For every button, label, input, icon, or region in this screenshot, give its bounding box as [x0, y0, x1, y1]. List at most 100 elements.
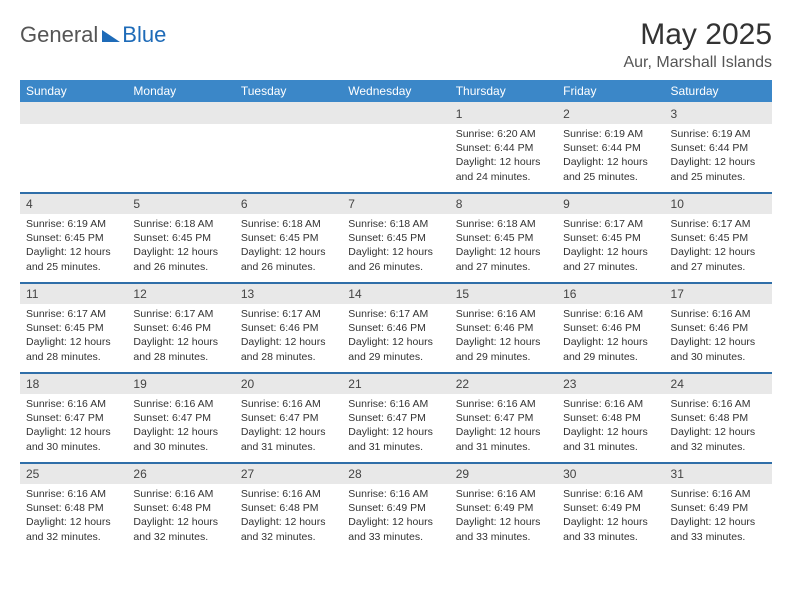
day-detail-line: Sunrise: 6:16 AM: [456, 307, 551, 321]
day-detail-line: Sunset: 6:48 PM: [133, 501, 228, 515]
day-detail-line: Sunrise: 6:16 AM: [671, 487, 766, 501]
day-detail-line: and 29 minutes.: [563, 350, 658, 364]
day-details: Sunrise: 6:16 AMSunset: 6:49 PMDaylight:…: [665, 484, 772, 548]
day-detail-line: Sunrise: 6:17 AM: [563, 217, 658, 231]
day-detail-line: Sunset: 6:49 PM: [456, 501, 551, 515]
day-detail-line: Sunrise: 6:16 AM: [671, 307, 766, 321]
day-detail-line: Sunset: 6:46 PM: [241, 321, 336, 335]
day-detail-line: Daylight: 12 hours: [26, 515, 121, 529]
day-detail-line: Sunset: 6:45 PM: [26, 321, 121, 335]
day-details: Sunrise: 6:19 AMSunset: 6:44 PMDaylight:…: [557, 124, 664, 188]
day-detail-line: Daylight: 12 hours: [133, 335, 228, 349]
day-number: 18: [20, 374, 127, 394]
day-details: Sunrise: 6:16 AMSunset: 6:49 PMDaylight:…: [450, 484, 557, 548]
day-details: Sunrise: 6:18 AMSunset: 6:45 PMDaylight:…: [450, 214, 557, 278]
day-details: Sunrise: 6:16 AMSunset: 6:46 PMDaylight:…: [557, 304, 664, 368]
calendar-day-cell: 11Sunrise: 6:17 AMSunset: 6:45 PMDayligh…: [20, 283, 127, 373]
day-detail-line: Sunset: 6:45 PM: [348, 231, 443, 245]
calendar-day-cell: 3Sunrise: 6:19 AMSunset: 6:44 PMDaylight…: [665, 103, 772, 193]
day-number: 23: [557, 374, 664, 394]
calendar-day-cell: 15Sunrise: 6:16 AMSunset: 6:46 PMDayligh…: [450, 283, 557, 373]
day-detail-line: Daylight: 12 hours: [456, 515, 551, 529]
day-detail-line: Sunrise: 6:16 AM: [26, 487, 121, 501]
day-number: 9: [557, 194, 664, 214]
day-detail-line: Sunrise: 6:18 AM: [133, 217, 228, 231]
day-number: 26: [127, 464, 234, 484]
day-detail-line: Sunrise: 6:17 AM: [133, 307, 228, 321]
day-detail-line: Sunrise: 6:19 AM: [563, 127, 658, 141]
day-detail-line: and 27 minutes.: [456, 260, 551, 274]
day-detail-line: Sunrise: 6:16 AM: [241, 487, 336, 501]
day-detail-line: and 26 minutes.: [241, 260, 336, 274]
day-detail-line: Daylight: 12 hours: [241, 515, 336, 529]
day-number: 29: [450, 464, 557, 484]
day-details: Sunrise: 6:16 AMSunset: 6:47 PMDaylight:…: [20, 394, 127, 458]
day-detail-line: Sunset: 6:47 PM: [241, 411, 336, 425]
calendar-day-cell: 21Sunrise: 6:16 AMSunset: 6:47 PMDayligh…: [342, 373, 449, 463]
day-details: Sunrise: 6:19 AMSunset: 6:45 PMDaylight:…: [20, 214, 127, 278]
page-title: May 2025: [623, 18, 772, 52]
day-detail-line: Sunrise: 6:19 AM: [26, 217, 121, 231]
day-details: Sunrise: 6:16 AMSunset: 6:48 PMDaylight:…: [665, 394, 772, 458]
calendar-week-row: 18Sunrise: 6:16 AMSunset: 6:47 PMDayligh…: [20, 373, 772, 463]
day-detail-line: Sunrise: 6:19 AM: [671, 127, 766, 141]
day-detail-line: Sunrise: 6:16 AM: [563, 397, 658, 411]
day-detail-line: Sunset: 6:45 PM: [671, 231, 766, 245]
day-detail-line: and 25 minutes.: [26, 260, 121, 274]
day-detail-line: and 31 minutes.: [456, 440, 551, 454]
day-number: [127, 104, 234, 124]
day-details: Sunrise: 6:16 AMSunset: 6:48 PMDaylight:…: [127, 484, 234, 548]
day-details: [20, 124, 127, 131]
calendar-day-cell: 8Sunrise: 6:18 AMSunset: 6:45 PMDaylight…: [450, 193, 557, 283]
day-detail-line: Sunrise: 6:20 AM: [456, 127, 551, 141]
day-detail-line: Sunset: 6:47 PM: [26, 411, 121, 425]
day-detail-line: Sunset: 6:45 PM: [26, 231, 121, 245]
day-detail-line: Daylight: 12 hours: [348, 515, 443, 529]
day-number: 25: [20, 464, 127, 484]
day-detail-line: and 31 minutes.: [348, 440, 443, 454]
calendar-day-cell: 1 Sunrise: 6:20 AMSunset: 6:44 PMDaylight…: [450, 103, 557, 193]
day-details: [127, 124, 234, 131]
day-detail-line: Daylight: 12 hours: [26, 425, 121, 439]
calendar-day-cell: 6Sunrise: 6:18 AMSunset: 6:45 PMDaylight…: [235, 193, 342, 283]
calendar-day-cell: 9Sunrise: 6:17 AMSunset: 6:45 PMDaylight…: [557, 193, 664, 283]
day-detail-line: Daylight: 12 hours: [456, 155, 551, 169]
day-details: Sunrise: 6:17 AMSunset: 6:45 PMDaylight:…: [665, 214, 772, 278]
day-number: 11: [20, 284, 127, 304]
day-detail-line: Daylight: 12 hours: [456, 245, 551, 259]
logo-triangle-icon: [102, 30, 120, 42]
day-detail-line: Sunrise: 6:18 AM: [456, 217, 551, 231]
day-number: 24: [665, 374, 772, 394]
calendar-day-cell: 23Sunrise: 6:16 AMSunset: 6:48 PMDayligh…: [557, 373, 664, 463]
day-detail-line: Sunrise: 6:18 AM: [241, 217, 336, 231]
day-detail-line: Sunset: 6:47 PM: [456, 411, 551, 425]
day-detail-line: Sunset: 6:48 PM: [563, 411, 658, 425]
day-detail-line: Sunrise: 6:16 AM: [563, 307, 658, 321]
logo-text-1: General: [20, 22, 98, 48]
day-detail-line: Sunrise: 6:16 AM: [241, 397, 336, 411]
day-detail-line: Daylight: 12 hours: [241, 335, 336, 349]
day-detail-line: Sunset: 6:44 PM: [456, 141, 551, 155]
day-number: 19: [127, 374, 234, 394]
logo-text-2: Blue: [122, 22, 166, 48]
day-details: Sunrise: 6:16 AMSunset: 6:48 PMDaylight:…: [20, 484, 127, 548]
day-detail-line: Sunset: 6:49 PM: [671, 501, 766, 515]
calendar-day-cell: 17Sunrise: 6:16 AMSunset: 6:46 PMDayligh…: [665, 283, 772, 373]
weekday-header: Thursday: [450, 80, 557, 103]
day-detail-line: Daylight: 12 hours: [26, 245, 121, 259]
day-detail-line: and 26 minutes.: [133, 260, 228, 274]
day-detail-line: Sunset: 6:46 PM: [348, 321, 443, 335]
day-detail-line: Daylight: 12 hours: [456, 425, 551, 439]
day-number: 13: [235, 284, 342, 304]
day-detail-line: and 30 minutes.: [671, 350, 766, 364]
day-detail-line: Sunset: 6:47 PM: [348, 411, 443, 425]
day-details: Sunrise: 6:16 AMSunset: 6:46 PMDaylight:…: [450, 304, 557, 368]
day-detail-line: Sunrise: 6:16 AM: [671, 397, 766, 411]
day-details: Sunrise: 6:18 AMSunset: 6:45 PMDaylight:…: [235, 214, 342, 278]
day-number: 20: [235, 374, 342, 394]
calendar-day-cell: 16Sunrise: 6:16 AMSunset: 6:46 PMDayligh…: [557, 283, 664, 373]
calendar-day-cell: 5Sunrise: 6:18 AMSunset: 6:45 PMDaylight…: [127, 193, 234, 283]
day-number: 1: [450, 104, 557, 124]
day-detail-line: Sunrise: 6:17 AM: [26, 307, 121, 321]
calendar-week-row: 4Sunrise: 6:19 AMSunset: 6:45 PMDaylight…: [20, 193, 772, 283]
